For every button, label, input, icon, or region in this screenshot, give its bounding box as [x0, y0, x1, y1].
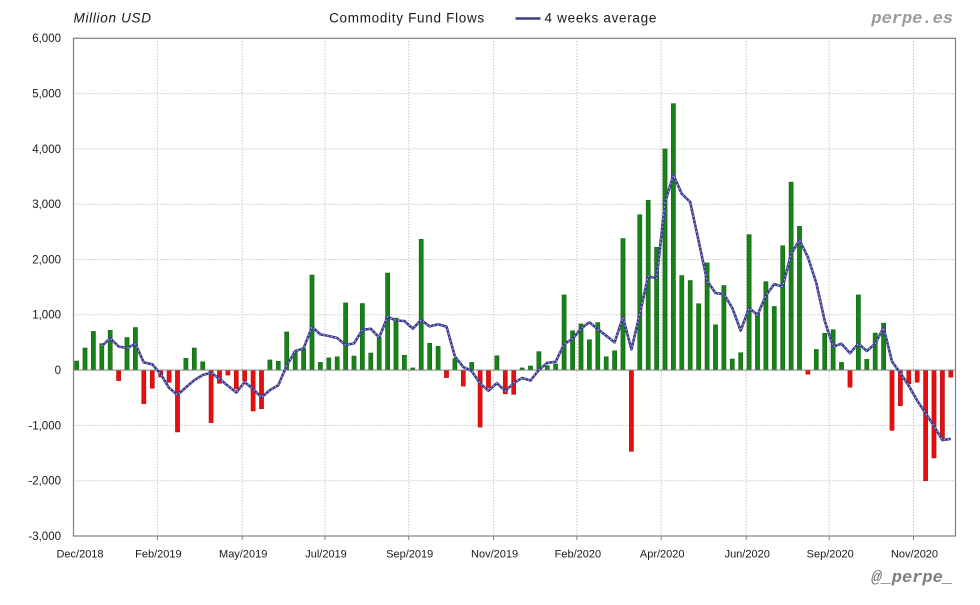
svg-text:4 weeks average: 4 weeks average [545, 11, 658, 26]
svg-text:5,000: 5,000 [32, 89, 61, 101]
svg-text:-1,000: -1,000 [28, 420, 61, 432]
svg-text:Commodity Fund Flows: Commodity Fund Flows [329, 11, 485, 26]
svg-text:perpe.es: perpe.es [870, 10, 953, 29]
svg-text:1,000: 1,000 [32, 310, 61, 322]
svg-text:Dec/2018: Dec/2018 [56, 549, 103, 561]
svg-text:-2,000: -2,000 [28, 476, 61, 488]
svg-text:Million USD: Million USD [74, 11, 152, 26]
svg-text:Apr/2020: Apr/2020 [640, 549, 685, 561]
svg-text:6,000: 6,000 [32, 33, 61, 45]
svg-text:Jun/2020: Jun/2020 [725, 549, 770, 561]
svg-text:-3,000: -3,000 [28, 531, 61, 543]
svg-text:4,000: 4,000 [32, 144, 61, 156]
svg-text:May/2019: May/2019 [219, 549, 267, 561]
svg-text:0: 0 [55, 365, 61, 377]
svg-text:Jul/2019: Jul/2019 [305, 549, 347, 561]
svg-text:Feb/2020: Feb/2020 [555, 549, 601, 561]
svg-text:@_perpe_: @_perpe_ [871, 569, 953, 588]
svg-text:2,000: 2,000 [32, 254, 61, 266]
svg-text:Feb/2019: Feb/2019 [135, 549, 181, 561]
svg-text:Nov/2019: Nov/2019 [471, 549, 518, 561]
svg-text:Sep/2019: Sep/2019 [386, 549, 433, 561]
svg-text:3,000: 3,000 [32, 199, 61, 211]
svg-text:Sep/2020: Sep/2020 [807, 549, 854, 561]
svg-text:Nov/2020: Nov/2020 [891, 549, 938, 561]
